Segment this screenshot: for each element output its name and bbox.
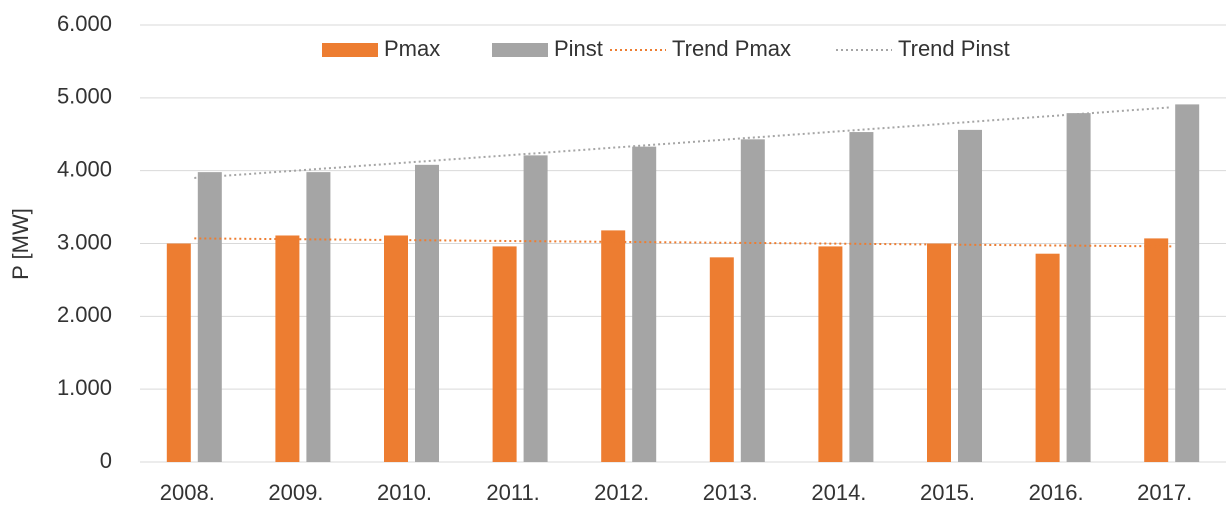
x-tick-label: 2009. <box>268 480 323 505</box>
bar <box>632 146 657 463</box>
bar <box>601 230 626 462</box>
x-tick-label: 2014. <box>811 480 866 505</box>
bar <box>166 243 191 462</box>
y-tick-label: 2.000 <box>57 302 112 327</box>
legend-swatch <box>322 43 378 57</box>
legend-swatch <box>492 43 548 57</box>
legend-label: Trend Pmax <box>672 36 791 61</box>
bar <box>927 243 951 462</box>
x-tick-label: 2010. <box>377 480 432 505</box>
bar <box>1175 104 1200 462</box>
x-tick-label: 2008. <box>160 480 215 505</box>
bar <box>740 139 765 462</box>
bar <box>1066 113 1091 463</box>
x-tick-label: 2013. <box>703 480 758 505</box>
trend-line <box>194 237 1172 248</box>
bar <box>849 132 874 462</box>
bar <box>709 257 734 462</box>
y-tick-label: 5.000 <box>57 84 112 109</box>
legend-label: Pinst <box>554 36 603 61</box>
bar <box>818 246 843 462</box>
bar <box>1035 253 1060 462</box>
bar <box>306 172 331 462</box>
legend-label: Trend Pinst <box>898 36 1010 61</box>
bar <box>415 164 439 462</box>
x-tick-label: 2012. <box>594 480 649 505</box>
y-tick-label: 1.000 <box>57 375 112 400</box>
bar <box>958 129 982 462</box>
legend-label: Pmax <box>384 36 440 61</box>
x-tick-label: 2011. <box>486 480 539 505</box>
y-tick-label: 0 <box>100 448 112 473</box>
bar <box>197 172 222 462</box>
x-tick-label: 2017. <box>1137 480 1192 505</box>
y-tick-label: 6.000 <box>57 11 112 36</box>
y-axis-title: P [MW] <box>8 208 33 280</box>
bar <box>1144 238 1169 462</box>
bar <box>523 155 548 462</box>
x-tick-label: 2016. <box>1029 480 1084 505</box>
trend-line <box>194 106 1172 179</box>
y-tick-label: 4.000 <box>57 156 112 181</box>
x-tick-label: 2015. <box>920 480 975 505</box>
y-tick-label: 3.000 <box>57 229 112 254</box>
bar <box>384 235 408 462</box>
bar <box>492 246 517 462</box>
bar <box>275 235 300 462</box>
